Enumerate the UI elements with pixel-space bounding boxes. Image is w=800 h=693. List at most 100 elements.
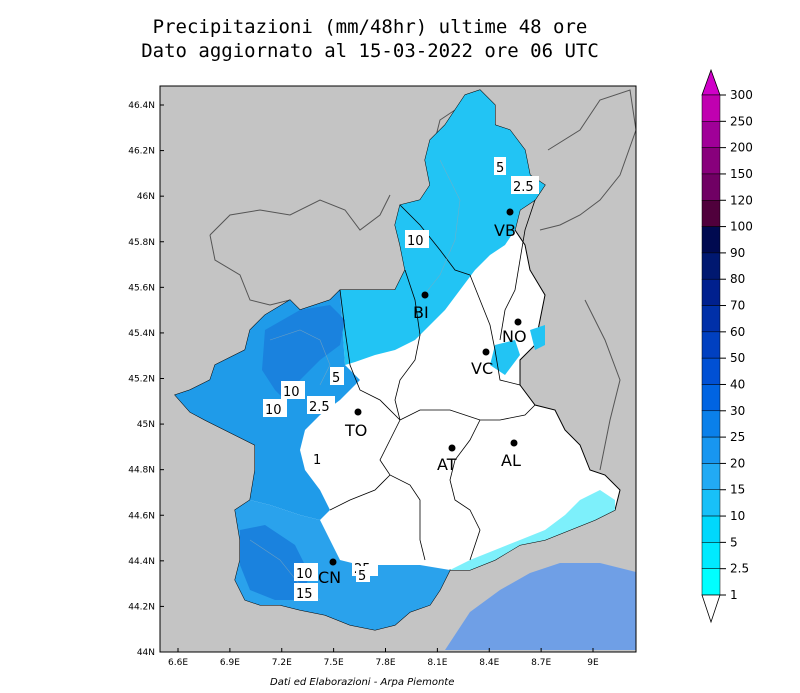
lon-tick-label: 6.6E	[168, 658, 188, 668]
city-label: NO	[502, 327, 527, 346]
precip-area-southeast	[450, 490, 615, 570]
contour-label: 5	[496, 161, 504, 176]
province-borders	[329, 199, 536, 561]
lat-tick-label: 45.8N	[128, 238, 155, 248]
sea-area	[445, 563, 636, 650]
colorbar-segment	[701, 357, 721, 385]
contour-value-labels: 5 2.5 10 10 10 2.5 5 1 10 15 25 5	[263, 157, 539, 602]
lat-tick-label: 44.2N	[128, 602, 155, 612]
lat-tick-label: 44.8N	[128, 466, 155, 476]
lon-tick-label: 9E	[587, 658, 599, 668]
colorbar-label: 250	[730, 114, 753, 128]
colorbar-label: 80	[730, 272, 745, 286]
contour-label: 2.5	[513, 180, 534, 195]
colorbar-segment	[701, 410, 721, 438]
colorbar-label: 70	[730, 299, 745, 313]
city-label: AT	[437, 455, 457, 474]
city-label: VB	[494, 221, 516, 240]
map-title-line1: Precipitazioni (mm/48hr) ultime 48 ore	[152, 16, 588, 38]
contour-label: 10	[296, 567, 313, 582]
city-dot	[421, 291, 429, 299]
colorbar-segment	[701, 515, 721, 543]
lat-tick-label: 45.6N	[128, 283, 155, 293]
lon-tick-label: 7.2E	[272, 658, 292, 668]
precip-core-south	[240, 525, 310, 600]
city-dot	[482, 348, 490, 356]
colorbar-label: 120	[730, 193, 753, 207]
contour-label: 5	[358, 569, 366, 584]
contour-label: 10	[283, 385, 300, 400]
colorbar-label: 50	[730, 351, 745, 365]
colorbar-segment	[701, 252, 721, 280]
colorbar-label: 90	[730, 246, 745, 260]
lat-tick-label: 46N	[137, 192, 155, 202]
city-dot	[329, 558, 337, 566]
colorbar-top-arrow	[701, 68, 721, 96]
map-frame	[159, 85, 637, 653]
city-label: VC	[471, 359, 493, 378]
colorbar-label: 300	[730, 88, 753, 102]
colorbar-segment	[701, 278, 721, 306]
colorbar-segment	[701, 147, 721, 175]
lat-tick-label: 45.4N	[128, 329, 155, 339]
colorbar-segment	[701, 305, 721, 333]
lat-tick-label: 46.4N	[128, 101, 155, 111]
contour-label: 5	[332, 371, 340, 386]
precip-area-north	[340, 90, 545, 365]
lat-tick-label: 44.6N	[128, 511, 155, 521]
lat-tick-label: 44N	[137, 648, 155, 658]
colorbar-segment	[701, 331, 721, 359]
city-label: AL	[501, 451, 521, 470]
city-dot	[514, 318, 522, 326]
longitude-axis: 6.6E 6.9E 7.2E 7.5E 7.8E 8.1E 8.4E 8.7E 9E	[168, 648, 599, 668]
lon-tick-label: 8.7E	[531, 658, 551, 668]
precip-spot-no	[530, 325, 545, 350]
colorbar-segment	[701, 568, 721, 596]
colorbar-segment	[701, 226, 721, 254]
colorbar-segment	[701, 436, 721, 464]
lon-tick-label: 7.5E	[324, 658, 344, 668]
colorbar-label: 10	[730, 509, 745, 523]
colorbar-label: 1	[730, 588, 738, 602]
colorbar-segment	[701, 463, 721, 490]
colorbar-label: 2.5	[730, 562, 749, 576]
lon-tick-label: 8.1E	[427, 658, 447, 668]
colorbar-segment	[701, 384, 721, 412]
contour-label: 15	[296, 587, 313, 602]
colorbar-segment	[701, 173, 721, 201]
colorbar-label: 100	[730, 220, 753, 234]
contour-label: 10	[407, 234, 424, 249]
lat-tick-label: 44.4N	[128, 557, 155, 567]
precip-core-west	[262, 305, 345, 400]
colorbar-label: 25	[730, 430, 745, 444]
city-label: TO	[344, 421, 367, 440]
contour-label: 10	[265, 403, 282, 418]
city-label: CN	[318, 568, 341, 587]
colorbar-label: 20	[730, 456, 745, 470]
colorbar-segment	[701, 94, 721, 122]
city-dot	[506, 208, 514, 216]
map-title-line2: Dato aggiornato al 15-03-2022 ore 06 UTC	[141, 40, 599, 62]
colorbar: 3002502001501201009080706050403025201510…	[701, 68, 753, 624]
city-label: BI	[413, 303, 429, 322]
colorbar-segment	[701, 200, 721, 227]
colorbar-label: 5	[730, 535, 738, 549]
city-dot	[354, 408, 362, 416]
colorbar-bottom-arrow	[701, 594, 721, 624]
colorbar-label: 150	[730, 167, 753, 181]
lon-tick-label: 8.4E	[479, 658, 499, 668]
latitude-axis: 46.4N 46.2N 46N 45.8N 45.6N 45.4N 45.2N 45N 44.8…	[128, 101, 164, 658]
colorbar-label: 40	[730, 377, 745, 391]
lon-tick-label: 6.9E	[220, 658, 240, 668]
lon-tick-label: 7.8E	[376, 658, 396, 668]
colorbar-label: 30	[730, 404, 745, 418]
colorbar-label: 15	[730, 483, 745, 497]
city-dot	[510, 439, 518, 447]
colorbar-segment	[701, 121, 721, 148]
colorbar-segment	[701, 489, 721, 517]
contour-label: 2.5	[309, 400, 330, 415]
lat-tick-label: 46.2N	[128, 147, 155, 157]
colorbar-label: 200	[730, 141, 753, 155]
data-credit: Dati ed Elaborazioni - Arpa Piemonte	[270, 677, 455, 688]
